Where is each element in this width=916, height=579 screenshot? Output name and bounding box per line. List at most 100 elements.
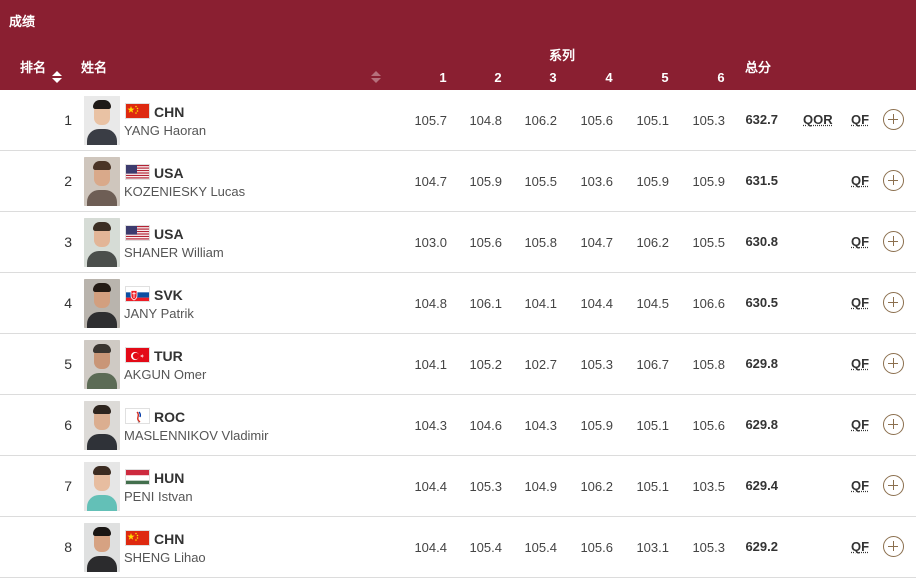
expand-plus-icon[interactable]	[883, 475, 904, 496]
series-3-score: 104.9	[524, 479, 557, 494]
series-1-score: 103.0	[414, 235, 447, 250]
qualification-badge[interactable]: QF	[851, 173, 870, 188]
table-row[interactable]: 8 CHN SHENG Lihao 104.4 105.4 105.4 105.6 103.…	[0, 517, 916, 578]
series-1-score: 104.8	[414, 296, 447, 311]
series-5-score: 105.9	[636, 174, 669, 189]
rank-value: 5	[64, 356, 72, 372]
athlete-photo	[84, 523, 120, 572]
results-header: 成绩 排名 姓名 系列 1 2 3 4 5 6 总分	[0, 0, 916, 90]
series-5-score: 105.1	[636, 418, 669, 433]
rank-value: 1	[64, 112, 72, 128]
rank-value: 6	[64, 417, 72, 433]
series-2-score: 105.6	[469, 235, 502, 250]
table-row[interactable]: 3 USA SHANER William 103.0 105.6 105.8 104.7 1…	[0, 212, 916, 273]
table-row[interactable]: 7 HUN PENI Istvan 104.4 105.3 104.9 106.2 105.…	[0, 456, 916, 517]
expand-plus-icon[interactable]	[883, 109, 904, 130]
series-4-score: 104.4	[580, 296, 613, 311]
country-code: USA	[154, 226, 184, 242]
series-6-score: 105.3	[692, 113, 725, 128]
table-row[interactable]: 5 TUR AKGUN Omer 104.1 105.2 102.7 105.3 106.7…	[0, 334, 916, 395]
series-6-score: 105.6	[692, 418, 725, 433]
series-5-header: 5	[661, 70, 669, 85]
series-5-score: 106.2	[636, 235, 669, 250]
series-2-score: 104.6	[469, 418, 502, 433]
rank-column-header[interactable]: 排名	[20, 60, 47, 75]
series-3-score: 105.4	[524, 540, 557, 555]
athlete-photo	[84, 218, 120, 267]
series-6-score: 106.6	[692, 296, 725, 311]
series-1-header: 1	[439, 70, 447, 85]
tur-flag-icon	[125, 347, 150, 363]
series-5-score: 105.1	[636, 113, 669, 128]
series-3-score: 105.8	[524, 235, 557, 250]
athlete-name[interactable]: YANG Haoran	[124, 123, 207, 138]
series-6-score: 105.9	[692, 174, 725, 189]
series-2-header: 2	[494, 70, 502, 85]
page-title: 成绩	[9, 14, 36, 29]
rank-value: 3	[64, 234, 72, 250]
qualification-badge[interactable]: QF	[851, 356, 870, 371]
usa-flag-icon	[125, 164, 150, 180]
athlete-name[interactable]: JANY Patrik	[124, 306, 194, 321]
athlete-name[interactable]: SHENG Lihao	[124, 550, 206, 565]
athlete-name[interactable]: MASLENNIKOV Vladimir	[124, 428, 269, 443]
qualification-badge[interactable]: QF	[851, 478, 870, 493]
athlete-name[interactable]: KOZENIESKY Lucas	[124, 184, 246, 199]
series-6-score: 105.3	[692, 540, 725, 555]
athlete-name[interactable]: AKGUN Omer	[124, 367, 207, 382]
record-badge[interactable]: QOR	[803, 112, 833, 127]
series-3-score: 104.3	[524, 418, 557, 433]
qualification-badge[interactable]: QF	[851, 539, 870, 554]
series-5-score: 103.1	[636, 540, 669, 555]
series-3-score: 105.5	[524, 174, 557, 189]
series-column-header: 系列	[549, 48, 576, 63]
total-score: 629.2	[745, 539, 778, 554]
series-6-header: 6	[717, 70, 725, 85]
total-score: 629.4	[745, 478, 778, 493]
series-3-score: 102.7	[524, 357, 557, 372]
series-3-score: 104.1	[524, 296, 557, 311]
series-2-score: 104.8	[469, 113, 502, 128]
series-1-score: 104.3	[414, 418, 447, 433]
total-score: 632.7	[745, 112, 778, 127]
svk-flag-icon	[125, 286, 150, 302]
table-row[interactable]: 2 USA KOZENIESKY Lucas 104.7 105.9 105.5 103.…	[0, 151, 916, 212]
usa-flag-icon	[125, 225, 150, 241]
expand-plus-icon[interactable]	[883, 536, 904, 557]
total-score: 631.5	[745, 173, 778, 188]
series-2-score: 106.1	[469, 296, 502, 311]
series-2-score: 105.9	[469, 174, 502, 189]
qualification-badge[interactable]: QF	[851, 234, 870, 249]
series-3-score: 106.2	[524, 113, 557, 128]
total-score: 629.8	[745, 356, 778, 371]
table-row[interactable]: 1 CHN YANG Haoran 105.7 104.8 106.2 105.6 105.…	[0, 90, 916, 151]
series-1-score: 104.7	[414, 174, 447, 189]
rank-sort-icon[interactable]	[50, 70, 62, 84]
series-4-score: 105.3	[580, 357, 613, 372]
qualification-badge[interactable]: QF	[851, 295, 870, 310]
series-4-score: 104.7	[580, 235, 613, 250]
series-4-header: 4	[605, 70, 613, 85]
expand-plus-icon[interactable]	[883, 292, 904, 313]
total-score: 630.5	[745, 295, 778, 310]
qualification-badge[interactable]: QF	[851, 112, 870, 127]
expand-plus-icon[interactable]	[883, 414, 904, 435]
expand-plus-icon[interactable]	[883, 170, 904, 191]
country-code: CHN	[154, 531, 185, 547]
name-column-header[interactable]: 姓名	[81, 60, 108, 75]
athlete-name[interactable]: SHANER William	[124, 245, 224, 260]
rank-value: 2	[64, 173, 72, 189]
rank-value: 8	[64, 539, 72, 555]
expand-plus-icon[interactable]	[883, 353, 904, 374]
name-sort-icon[interactable]	[369, 70, 381, 84]
series-4-score: 105.6	[580, 540, 613, 555]
athlete-name[interactable]: PENI Istvan	[124, 489, 193, 504]
expand-plus-icon[interactable]	[883, 231, 904, 252]
athlete-photo	[84, 462, 120, 511]
table-row[interactable]: 6 ROC MASLENNIKOV Vladimir 104.3 104.6 104.3…	[0, 395, 916, 456]
qualification-badge[interactable]: QF	[851, 417, 870, 432]
total-score: 630.8	[745, 234, 778, 249]
table-row[interactable]: 4 SVK JANY Patrik 104.8 106.1 104.1 104.4 104.…	[0, 273, 916, 334]
country-code: USA	[154, 165, 184, 181]
series-2-score: 105.2	[469, 357, 502, 372]
